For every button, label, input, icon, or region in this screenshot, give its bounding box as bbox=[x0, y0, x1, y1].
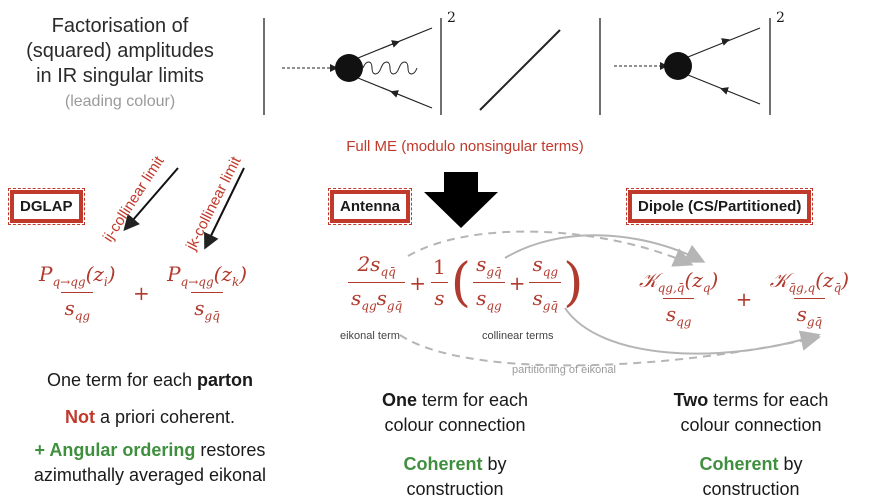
dipole-description: Two terms for each colour connection Coh… bbox=[673, 390, 829, 499]
title-block: Factorisation of (squared) amplitudes in… bbox=[0, 14, 240, 114]
dipole-box: Dipole (CS/Partitioned) bbox=[625, 188, 814, 225]
antenna-plus-1: + bbox=[409, 270, 427, 295]
feynman-diagram-emission bbox=[282, 27, 433, 109]
dipole-formula: 𝒦qg,q̄(zq) sqg + 𝒦q̄g,q(zq̄) sgq̄ bbox=[636, 268, 852, 329]
dipole-term-2: 𝒦q̄g,q(zq̄) sgq̄ bbox=[769, 268, 850, 329]
dglap-box: DGLAP bbox=[8, 188, 85, 225]
close-paren: ) bbox=[563, 252, 584, 313]
antenna-plus-2: + bbox=[508, 270, 526, 295]
one-over-s: 1 s bbox=[431, 255, 448, 310]
dipole-term-1: 𝒦qg,q̄(zq) sqg bbox=[639, 268, 719, 329]
exponent-1: 2 bbox=[447, 10, 456, 26]
open-paren: ( bbox=[450, 252, 472, 313]
partitioning-label: partitioning of eikonal bbox=[512, 364, 616, 376]
dglap-plus: + bbox=[132, 280, 150, 305]
title-line-2: (squared) amplitudes bbox=[26, 40, 214, 62]
full-me-label: Full ME (modulo nonsingular terms) bbox=[346, 138, 584, 155]
collinear-arrow-bottom bbox=[564, 307, 821, 355]
collinear-arrow-top bbox=[504, 234, 706, 263]
antenna-formula: 2sqq̄ sqgsgq̄ + 1 s ( sgq̄ sqg + sqg sgq… bbox=[348, 252, 583, 313]
dglap-formula: Pq→qg(zi) sqg + Pq→qg(zk) sgq̄ bbox=[36, 262, 250, 323]
title-note: (leading colour) bbox=[64, 93, 176, 110]
ij-limit-arrow bbox=[123, 167, 179, 232]
antenna-box: Antenna bbox=[328, 188, 412, 225]
dglap-term-2: Pq→qg(zk) sgq̄ bbox=[167, 262, 248, 323]
title-line-1: Factorisation of bbox=[51, 15, 189, 37]
jk-limit-arrow bbox=[204, 167, 245, 250]
dipole-plus: + bbox=[735, 286, 753, 311]
title-line-3: in IR singular limits bbox=[36, 65, 204, 87]
eikonal-term-label: eikonal term bbox=[340, 330, 400, 342]
eikonal-partition-arrow-bottom bbox=[399, 331, 821, 367]
big-down-arrow bbox=[424, 172, 498, 228]
collinear-terms-label: collinear terms bbox=[482, 330, 554, 342]
dglap-description: One term for each parton Not a priori co… bbox=[33, 370, 267, 485]
diagonal-slash bbox=[479, 29, 561, 111]
feynman-diagram-born bbox=[614, 27, 761, 105]
exponent-2: 2 bbox=[776, 10, 785, 26]
collinear-term-2: sqg sgq̄ bbox=[529, 252, 562, 313]
eikonal-term: 2sqq̄ sqgsgq̄ bbox=[348, 252, 406, 313]
dglap-term-1: Pq→qg(zi) sqg bbox=[39, 262, 116, 323]
collinear-term-1: sgq̄ sqg bbox=[473, 252, 505, 313]
eikonal-partition-arrow-top bbox=[407, 230, 694, 267]
antenna-description: One term for each colour connection Cohe… bbox=[381, 390, 529, 499]
